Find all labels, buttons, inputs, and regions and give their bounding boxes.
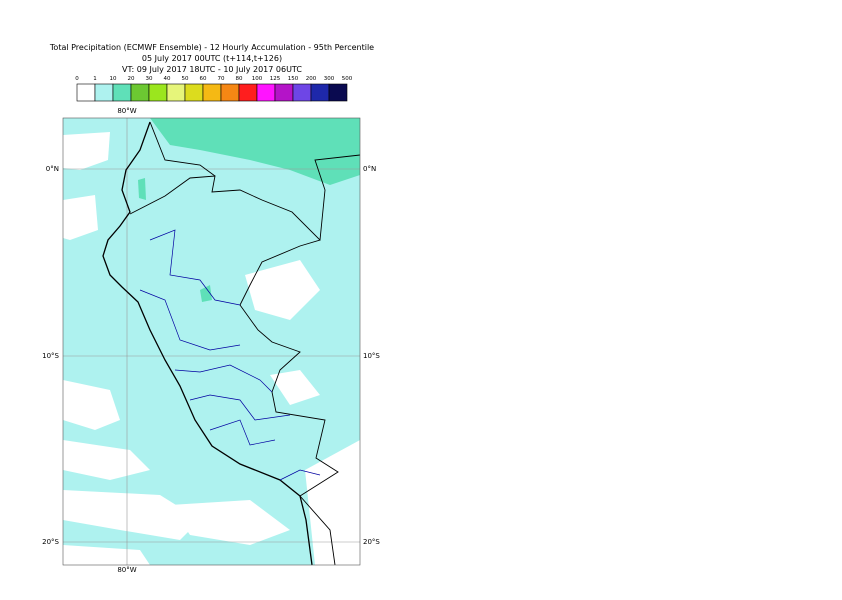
legend-label: 150 [288,76,299,82]
lon-label-top: 80°W [117,107,136,115]
map [62,117,361,566]
wet-areas [138,118,360,302]
legend-swatch [256,83,276,102]
valid-time: VT: 09 July 2017 18UTC - 10 July 2017 06… [122,65,302,74]
legend-swatch [94,83,114,102]
lat-label-right: 0°N [363,165,376,173]
legend-label: 80 [236,76,243,82]
legend-label: 500 [342,76,353,82]
legend-swatch [76,83,96,102]
legend-swatch [292,83,312,102]
legend-label: 100 [252,76,263,82]
coastline [102,121,313,566]
legend-label: 10 [110,76,117,82]
lat-label-right: 10°S [363,352,380,360]
legend-swatch [130,83,150,102]
lat-label-left: 0°N [46,165,59,173]
legend-swatch [328,83,348,102]
legend-label: 30 [146,76,153,82]
legend-label: 1 [93,76,97,82]
legend-label: 60 [200,76,207,82]
legend-label: 300 [324,76,335,82]
legend-swatch [184,83,204,102]
country-borders [129,121,361,566]
legend-swatch [112,83,132,102]
legend-swatch [274,83,294,102]
legend-label: 20 [128,76,135,82]
lon-label-bottom: 80°W [117,566,136,574]
legend-swatch [310,83,330,102]
legend-label: 125 [270,76,281,82]
dry-areas [63,132,360,565]
lat-label-left: 20°S [42,538,59,546]
map-frame [62,117,361,566]
title: Total Precipitation (ECMWF Ensemble) - 1… [49,43,374,52]
legend-swatch [148,83,168,102]
legend-swatch [166,83,186,102]
lat-label-right: 20°S [363,538,380,546]
legend-label: 50 [182,76,189,82]
legend-label: 0 [75,76,79,82]
legend-label: 200 [306,76,317,82]
legend-swatch [238,83,258,102]
region-borders [139,229,321,481]
base-time: 05 July 2017 00UTC (t+114,t+126) [142,54,282,63]
legend-label: 70 [218,76,225,82]
legend: 0 1 10 20 30 40 50 60 70 80 100 125 150 200 300 500 [75,76,353,102]
graticule [63,118,360,565]
legend-swatch [220,83,240,102]
legend-label: 40 [164,76,171,82]
lat-label-left: 10°S [42,352,59,360]
legend-swatch [202,83,222,102]
